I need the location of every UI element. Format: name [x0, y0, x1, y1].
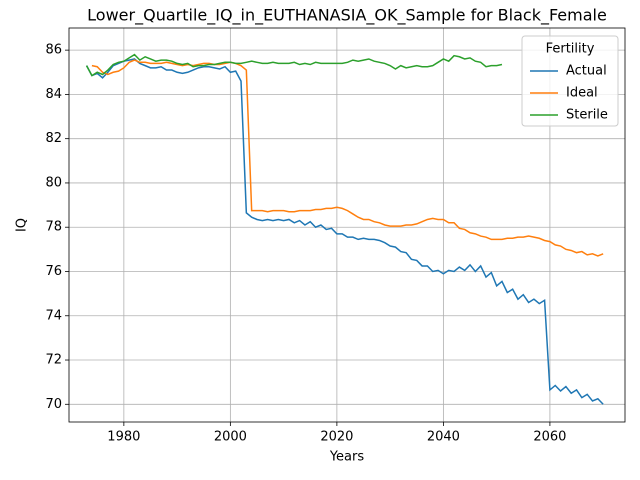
y-tick-label: 70 — [45, 397, 62, 412]
y-tick-label: 72 — [45, 353, 62, 368]
y-tick-label: 80 — [45, 175, 62, 190]
series-line — [91, 59, 604, 257]
y-tick-label: 84 — [45, 87, 62, 102]
plot-area — [85, 53, 604, 405]
x-tick-label: 2000 — [214, 430, 247, 445]
legend-box — [521, 35, 619, 127]
axes-frame — [68, 27, 626, 423]
legend: Fertility Actual Ideal Sterile — [521, 35, 619, 127]
series-line — [85, 58, 604, 405]
x-tick-label: 1980 — [107, 430, 140, 445]
y-tick-label: 74 — [45, 308, 62, 323]
legend-label: Actual — [566, 64, 607, 79]
x-axis-label: Years — [329, 450, 365, 465]
x-tick-label: 2060 — [533, 430, 566, 445]
series-line — [85, 53, 503, 77]
y-tick-label: 82 — [45, 131, 62, 146]
x-tick-label: 2020 — [320, 430, 353, 445]
legend-label: Sterile — [566, 108, 608, 123]
y-axis-label: IQ — [15, 218, 30, 232]
legend-title: Fertility — [546, 42, 595, 57]
x-tick-label: 2040 — [427, 430, 460, 445]
legend-label: Ideal — [566, 86, 598, 101]
y-tick-label: 78 — [45, 220, 62, 235]
y-tick-label: 76 — [45, 264, 62, 279]
y-tick-label: 86 — [45, 43, 62, 58]
chart-title: Lower_Quartile_IQ_in_EUTHANASIA_OK_Sampl… — [87, 6, 607, 26]
